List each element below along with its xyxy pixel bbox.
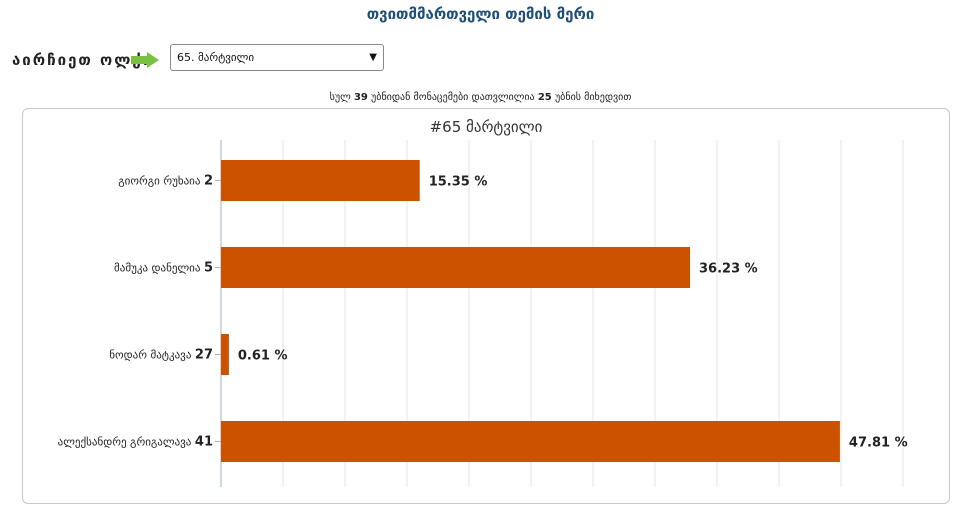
value-label: 47.81 %: [849, 436, 908, 451]
category-label: გიორგი რუხაია 2: [118, 174, 213, 189]
candidate-name: ნოდარ მატკავა: [109, 349, 195, 362]
bar: [221, 334, 229, 375]
labels: გიორგი რუხაია 2 15.35 % მამუკა დანელია 5 36…: [58, 174, 908, 451]
chevron-down-icon: ▼: [369, 52, 377, 63]
value-label: 36.23 %: [699, 262, 758, 277]
category-label: ალექსანდრე გრიგალავა 41: [58, 435, 213, 450]
chart-title: #65 მარტვილი: [429, 118, 543, 136]
value-label: 15.35 %: [429, 175, 488, 190]
summary-middle: უბნიდან მონაცემები დათვლილია: [371, 92, 535, 103]
candidate-name: მამუკა დანელია: [114, 262, 204, 275]
district-select-label: აირჩიეთ ოლქი: [12, 51, 154, 69]
bar: [221, 247, 691, 288]
candidate-number: 41: [195, 435, 213, 450]
counted-precincts-summary: სულ 39 უბნიდან მონაცემები დათვლილია 25 უ…: [0, 92, 961, 103]
candidate-number: 5: [204, 261, 213, 276]
summary-suffix: უბნის მიხედვით: [554, 92, 632, 103]
candidate-name: გიორგი რუხაია: [118, 175, 204, 188]
value-label: 0.61 %: [238, 349, 288, 364]
candidate-number: 27: [195, 348, 213, 363]
candidate-name: ალექსანდრე გრიგალავა: [58, 436, 195, 449]
summary-prefix: სულ: [329, 92, 351, 103]
category-label: მამუკა დანელია 5: [114, 261, 213, 276]
category-label: ნოდარ მატკავა 27: [109, 348, 213, 363]
summary-total: 39: [353, 92, 368, 103]
candidate-number: 2: [204, 174, 213, 189]
bars: [221, 160, 840, 462]
district-select-value: 65. მარტვილი: [177, 51, 255, 64]
page-title: თვითმმართველი თემის მერი: [366, 5, 595, 23]
bar: [221, 421, 840, 462]
district-select[interactable]: 65. მარტვილი ▼: [170, 44, 384, 71]
summary-counted: 25: [537, 92, 552, 103]
bar: [221, 160, 420, 201]
arrow-right-icon: [131, 52, 159, 68]
